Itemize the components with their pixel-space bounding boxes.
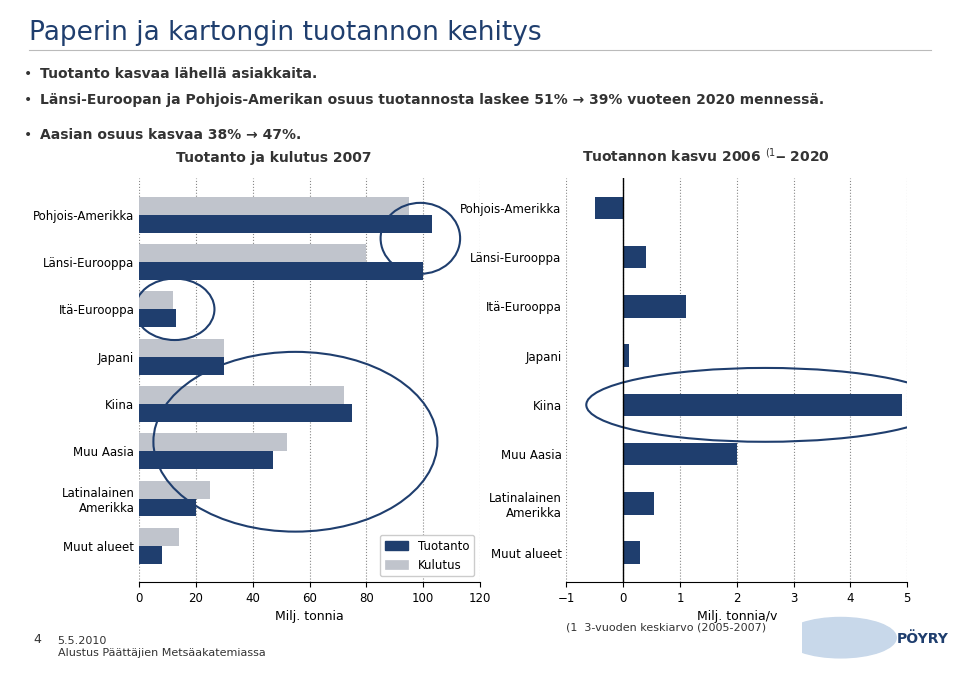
Bar	[623, 394, 901, 416]
Text: Tuotannon kasvu 2006 $^{(1}$‒ 2020: Tuotannon kasvu 2006 $^{(1}$‒ 2020	[582, 147, 829, 165]
Bar	[139, 433, 287, 451]
Bar	[139, 451, 273, 469]
Bar	[623, 443, 737, 465]
Bar	[139, 197, 409, 215]
Bar	[139, 339, 225, 357]
X-axis label: Milj. tonnia: Milj. tonnia	[276, 610, 344, 623]
Text: •: •	[24, 93, 33, 107]
X-axis label: Milj. tonnia/v: Milj. tonnia/v	[697, 610, 777, 623]
Bar	[139, 386, 344, 404]
Text: 4: 4	[34, 633, 41, 646]
Bar	[623, 246, 646, 269]
Bar	[139, 291, 173, 310]
Bar	[623, 492, 655, 515]
Bar	[139, 215, 432, 233]
Text: Aasian osuus kasvaa 38% → 47%.: Aasian osuus kasvaa 38% → 47%.	[40, 128, 301, 142]
Bar	[623, 345, 629, 367]
Bar	[139, 528, 179, 546]
Text: PÖYRY: PÖYRY	[897, 632, 948, 645]
Text: 5.5.2010: 5.5.2010	[58, 636, 107, 646]
Text: Tuotanto ja kulutus 2007: Tuotanto ja kulutus 2007	[176, 151, 372, 165]
Text: Alustus Päättäjien Metsäakatemiassa: Alustus Päättäjien Metsäakatemiassa	[58, 648, 265, 658]
Text: (1  3-vuoden keskiarvo (2005-2007): (1 3-vuoden keskiarvo (2005-2007)	[566, 623, 766, 633]
Bar	[595, 197, 623, 219]
Bar	[139, 481, 210, 499]
Bar	[139, 357, 225, 375]
Legend: Tuotanto, Kulutus: Tuotanto, Kulutus	[380, 535, 474, 576]
Text: •: •	[24, 67, 33, 81]
Text: Paperin ja kartongin tuotannon kehitys: Paperin ja kartongin tuotannon kehitys	[29, 20, 541, 46]
Bar	[623, 541, 640, 564]
Text: Länsi-Euroopan ja Pohjois-Amerikan osuus tuotannosta laskee 51% → 39% vuoteen 20: Länsi-Euroopan ja Pohjois-Amerikan osuus…	[40, 93, 825, 107]
Text: •: •	[24, 128, 33, 142]
Bar	[139, 404, 352, 422]
Bar	[139, 546, 162, 564]
Bar	[139, 262, 423, 280]
Text: Tuotanto kasvaa lähellä asiakkaita.: Tuotanto kasvaa lähellä asiakkaita.	[40, 67, 318, 81]
Bar	[139, 244, 367, 262]
Circle shape	[785, 618, 897, 658]
Bar	[139, 499, 196, 516]
Bar	[623, 295, 685, 318]
Bar	[139, 310, 176, 327]
